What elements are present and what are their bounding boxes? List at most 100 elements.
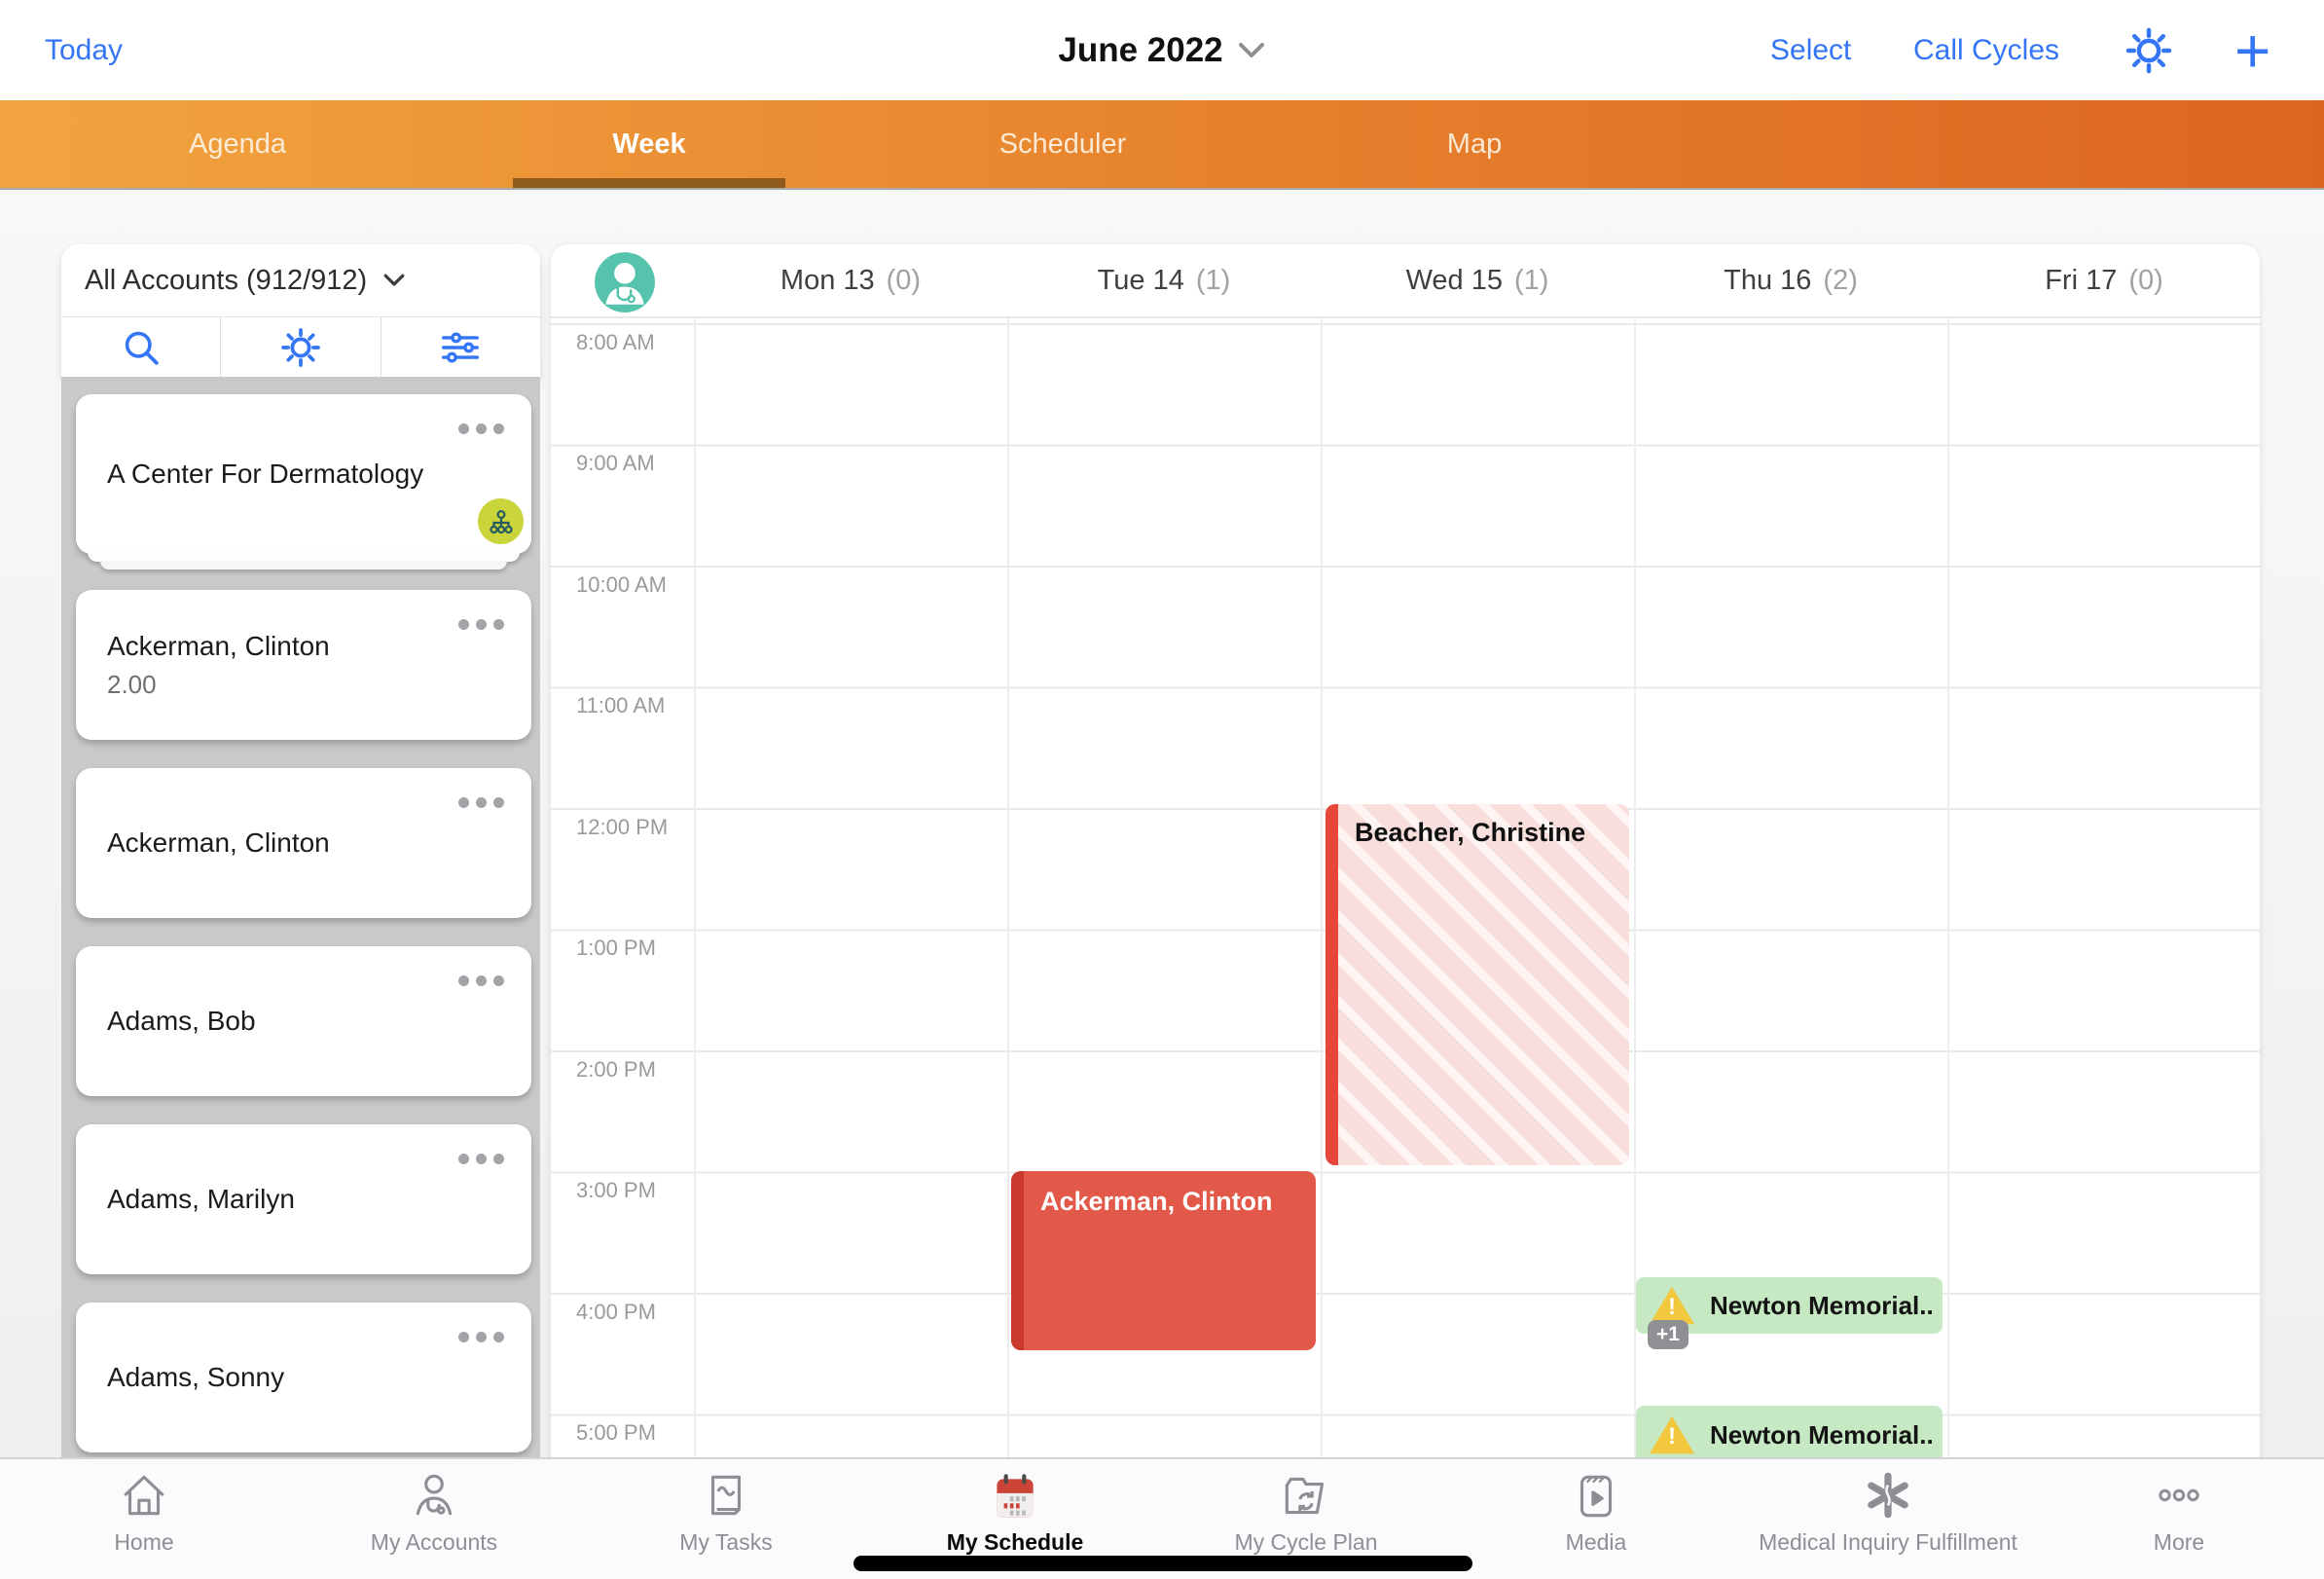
select-button[interactable]: Select (1770, 33, 1852, 66)
tab-map[interactable]: Map (1446, 128, 1503, 160)
day-count: (0) (886, 264, 922, 296)
accounts-filter-dropdown[interactable]: All Accounts (912/912) (61, 244, 540, 317)
day-header-fri[interactable]: Fri 17 (0) (1947, 244, 2260, 316)
cycle-plan-folder-icon (1285, 1477, 1325, 1515)
more-options-icon[interactable] (458, 1154, 504, 1164)
nav-my-accounts[interactable]: My Accounts (259, 1459, 609, 1579)
account-detail: 2.00 (107, 669, 157, 699)
calendar-event-ackerman[interactable]: Ackerman, Clinton (1011, 1171, 1316, 1350)
account-card[interactable]: Ackerman, Clinton (76, 768, 531, 918)
day-label: Mon 13 (780, 264, 875, 296)
event-title: Beacher, Christine (1355, 818, 1586, 847)
warning-icon: ! (1650, 1415, 1694, 1454)
overflow-count-badge[interactable]: +1 (1648, 1320, 1689, 1349)
account-card[interactable]: Adams, Bob (76, 946, 531, 1096)
account-name: A Center For Dermatology (107, 459, 424, 489)
account-card[interactable]: Adams, Sonny (76, 1303, 531, 1452)
nav-label: Medical Inquiry Fulfillment (1759, 1529, 2017, 1555)
account-name: Ackerman, Clinton (107, 827, 330, 858)
day-header-mon[interactable]: Mon 13 (0) (694, 244, 1007, 316)
nav-more[interactable]: More (2004, 1459, 2324, 1579)
account-card[interactable]: Ackerman, Clinton 2.00 (76, 590, 531, 740)
account-card[interactable]: A Center For Dermatology (76, 394, 531, 554)
more-icon (2159, 1488, 2199, 1502)
org-hierarchy-icon (489, 509, 513, 533)
list-settings-button[interactable] (220, 317, 380, 377)
star-of-life-icon (1868, 1472, 1908, 1519)
day-label: Tue 14 (1097, 264, 1184, 296)
warning-icon: ! (1650, 1286, 1694, 1325)
tab-agenda[interactable]: Agenda (189, 128, 286, 160)
time-label: 3:00 PM (576, 1178, 656, 1202)
calendar-event-newton-1[interactable]: ! Newton Memorial... +1 (1636, 1277, 1943, 1349)
account-name: Adams, Bob (107, 1006, 256, 1036)
home-icon (124, 1475, 164, 1516)
calendar-event-newton-2[interactable]: ! Newton Memorial... (1636, 1406, 1943, 1457)
time-label: 11:00 AM (576, 693, 666, 717)
day-count: (0) (2128, 264, 2163, 296)
nav-my-tasks[interactable]: My Tasks (551, 1459, 901, 1579)
time-label: 9:00 AM (576, 451, 655, 475)
nav-label: More (2153, 1529, 2205, 1555)
sidebar-toolbar (61, 317, 540, 377)
org-hierarchy-badge (478, 498, 524, 544)
more-options-icon[interactable] (458, 619, 504, 630)
time-label: 10:00 AM (576, 572, 667, 597)
account-name: Adams, Marilyn (107, 1184, 295, 1214)
more-options-icon[interactable] (458, 423, 504, 434)
chevron-down-icon (383, 274, 405, 286)
more-options-icon[interactable] (458, 1332, 504, 1342)
account-name: Adams, Sonny (107, 1362, 285, 1392)
tab-week[interactable]: Week (612, 128, 686, 160)
more-options-icon[interactable] (458, 975, 504, 986)
bottom-nav-bar: Home My Accounts My Tasks (0, 1457, 2324, 1579)
nav-label: Media (1565, 1529, 1627, 1555)
today-button[interactable]: Today (45, 33, 124, 66)
search-button[interactable] (61, 317, 220, 377)
doctor-avatar-icon (595, 252, 655, 312)
time-label: 5:00 PM (576, 1420, 656, 1445)
day-label: Fri 17 (2045, 264, 2118, 296)
time-label: 1:00 PM (576, 936, 656, 960)
nav-label: My Tasks (679, 1529, 773, 1555)
more-options-icon[interactable] (458, 797, 504, 808)
accounts-person-icon (416, 1474, 453, 1516)
day-header-thu[interactable]: Thu 16 (2) (1634, 244, 1947, 316)
call-cycles-button[interactable]: Call Cycles (1913, 33, 2060, 66)
account-card[interactable]: Adams, Marilyn (76, 1124, 531, 1274)
gear-icon (281, 327, 320, 367)
settings-button[interactable] (2123, 0, 2175, 100)
chevron-down-icon (1238, 42, 1264, 57)
nav-my-cycle-plan[interactable]: My Cycle Plan (1131, 1459, 1481, 1579)
plus-icon: + (2234, 15, 2271, 86)
day-header-tue[interactable]: Tue 14 (1) (1007, 244, 1321, 316)
event-title: Newton Memorial... (1710, 1419, 1933, 1450)
nav-media[interactable]: Media (1421, 1459, 1771, 1579)
day-label: Wed 15 (1405, 264, 1503, 296)
day-header-wed[interactable]: Wed 15 (1) (1321, 244, 1634, 316)
user-avatar[interactable] (593, 250, 657, 314)
day-count: (2) (1823, 264, 1858, 296)
stacked-card-edge (100, 561, 507, 569)
sliders-icon (442, 331, 480, 363)
nav-medical-inquiry-fulfillment[interactable]: Medical Inquiry Fulfillment (1713, 1459, 2063, 1579)
add-button[interactable]: + (2234, 0, 2270, 100)
account-list: A Center For Dermatology Ackerman, Clint… (61, 377, 540, 1457)
media-player-icon (1580, 1475, 1613, 1518)
calendar-event-beacher[interactable]: Beacher, Christine (1325, 804, 1629, 1165)
home-indicator[interactable] (853, 1556, 1472, 1571)
month-picker[interactable]: June 2022 (0, 0, 2324, 100)
nav-my-schedule[interactable]: My Schedule (840, 1459, 1190, 1579)
time-label: 4:00 PM (576, 1300, 656, 1324)
filters-button[interactable] (380, 317, 540, 377)
time-label: 2:00 PM (576, 1057, 656, 1082)
tab-scheduler[interactable]: Scheduler (999, 128, 1127, 160)
sidebar-header: All Accounts (912/912) (61, 244, 540, 377)
nav-label: Home (114, 1529, 174, 1555)
event-title: Ackerman, Clinton (1040, 1187, 1273, 1216)
view-tab-bar: Agenda Week Scheduler Map (0, 100, 2324, 190)
time-label: 12:00 PM (576, 815, 669, 839)
nav-home[interactable]: Home (0, 1459, 319, 1579)
accounts-filter-label: All Accounts (912/912) (85, 264, 368, 296)
